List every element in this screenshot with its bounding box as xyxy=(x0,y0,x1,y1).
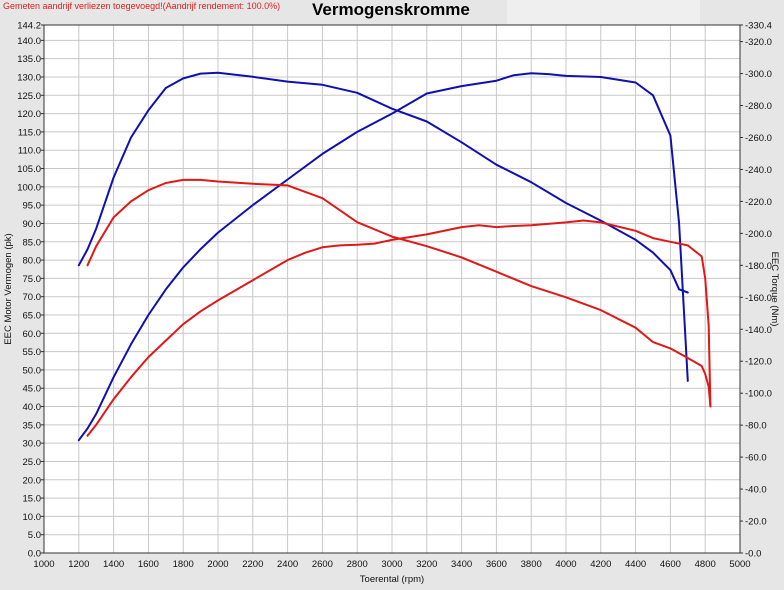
header-bar: Gemeten aandrijf verliezen toegevoegd!(A… xyxy=(0,0,784,24)
y-axis-ticks: 0.0 5.0 10.0 15.0 20.0 25.0 30.0 35.0 40.0 45.0 50… xyxy=(17,21,44,560)
series-line-blue-left xyxy=(77,72,689,442)
x-tick-label: 4000 xyxy=(555,559,576,570)
y2-axis-ticks: -0.0 -20.0 -40.0 -60.0 -80.0 -100.0 -120.0 -140… xyxy=(740,21,772,560)
y2-tick-label: -330.4 xyxy=(745,21,772,32)
x-tick-label: 4200 xyxy=(590,559,611,570)
x-tick-label: 3200 xyxy=(416,559,437,570)
x-tick-label: 3600 xyxy=(486,559,507,570)
y2-tick-label: -300.0 xyxy=(745,69,772,80)
x-tick-label: 3800 xyxy=(521,559,542,570)
x-tick-label: 3400 xyxy=(451,559,472,570)
y-tick-label: 10.0 xyxy=(23,512,42,523)
header-panel xyxy=(507,0,700,24)
y-tick-label: 15.0 xyxy=(23,494,42,505)
y-tick-label: 120.0 xyxy=(17,109,41,120)
y-tick-label: 85.0 xyxy=(23,237,42,248)
y-tick-label: 75.0 xyxy=(23,274,42,285)
y-tick-label: 115.0 xyxy=(18,127,41,138)
x-axis-title: Toerental (rpm) xyxy=(360,574,424,585)
y2-tick-label: -160.0 xyxy=(745,293,772,304)
y-tick-label: 35.0 xyxy=(23,420,42,431)
x-tick-label: 2600 xyxy=(312,559,333,570)
x-tick-label: 2400 xyxy=(277,559,298,570)
y2-tick-label: -0.0 xyxy=(745,549,761,560)
y2-tick-label: -140.0 xyxy=(745,325,772,336)
y-tick-label: 25.0 xyxy=(23,457,42,468)
series-line-blue-right xyxy=(77,71,689,294)
y-tick-label: 135.0 xyxy=(17,54,41,65)
grid xyxy=(43,24,741,554)
x-tick-label: 2000 xyxy=(207,559,228,570)
y2-tick-label: -60.0 xyxy=(745,453,767,464)
y-tick-label: 130.0 xyxy=(17,72,41,83)
y-tick-label: 70.0 xyxy=(23,292,42,303)
y2-tick-label: -240.0 xyxy=(745,165,772,176)
y-tick-label: 0.0 xyxy=(28,549,41,560)
x-tick-label: 1800 xyxy=(173,559,194,570)
y2-axis-title: EEC Torque (Nm) xyxy=(769,252,780,327)
y-tick-label: 144.2 xyxy=(17,21,41,32)
y2-tick-label: -80.0 xyxy=(745,421,767,432)
y-tick-label: 80.0 xyxy=(23,256,42,267)
x-tick-label: 1600 xyxy=(138,559,159,570)
chart-title: Vermogenskromme xyxy=(312,0,470,19)
y-tick-label: 5.0 xyxy=(28,530,41,541)
x-tick-label: 1400 xyxy=(103,559,124,570)
y-tick-label: 45.0 xyxy=(23,384,42,395)
y2-tick-label: -40.0 xyxy=(745,485,767,496)
series-lines xyxy=(77,71,712,442)
y-tick-label: 20.0 xyxy=(23,475,42,486)
x-tick-label: 3000 xyxy=(381,559,402,570)
x-tick-label: 2200 xyxy=(242,559,263,570)
y-tick-label: 30.0 xyxy=(23,439,42,450)
series-line-red-left xyxy=(86,219,712,437)
y-tick-label: 90.0 xyxy=(23,219,42,230)
x-tick-label: 4800 xyxy=(695,559,716,570)
y-tick-label: 140.0 xyxy=(17,36,41,47)
x-axis-ticks: 1000 1200 1400 1600 1800 2000 2200 2400 2600 2800… xyxy=(33,559,750,570)
y2-tick-label: -20.0 xyxy=(745,517,767,528)
x-tick-label: 2800 xyxy=(347,559,368,570)
y-tick-label: 95.0 xyxy=(23,201,42,212)
y-tick-label: 100.0 xyxy=(17,182,41,193)
y-tick-label: 55.0 xyxy=(23,347,42,358)
y-tick-label: 110.0 xyxy=(18,146,41,157)
y-tick-label: 40.0 xyxy=(23,402,42,413)
y2-tick-label: -120.0 xyxy=(745,357,772,368)
y-axis-title: EEC Motor Vermogen (pk) xyxy=(3,233,14,344)
drive-loss-note: Gemeten aandrijf verliezen toegevoegd!(A… xyxy=(3,1,281,11)
y2-tick-label: -260.0 xyxy=(745,133,772,144)
y2-tick-label: -200.0 xyxy=(745,229,772,240)
plot-border xyxy=(43,24,741,554)
y2-tick-label: -280.0 xyxy=(745,101,772,112)
y-tick-label: 60.0 xyxy=(23,329,42,340)
y2-tick-label: -180.0 xyxy=(745,261,772,272)
y2-tick-label: -100.0 xyxy=(745,389,772,400)
series-line-red-right xyxy=(86,178,712,407)
x-tick-label: 1200 xyxy=(68,559,89,570)
y-tick-label: 125.0 xyxy=(17,91,41,102)
y-tick-label: 65.0 xyxy=(23,310,42,321)
x-tick-label: 5000 xyxy=(729,559,750,570)
x-tick-label: 4600 xyxy=(660,559,681,570)
y2-tick-label: -320.0 xyxy=(745,37,772,48)
x-tick-label: 1000 xyxy=(33,559,54,570)
x-tick-label: 4400 xyxy=(625,559,646,570)
y2-tick-label: -220.0 xyxy=(745,197,772,208)
y-tick-label: 105.0 xyxy=(17,164,41,175)
y-tick-label: 50.0 xyxy=(23,365,42,376)
